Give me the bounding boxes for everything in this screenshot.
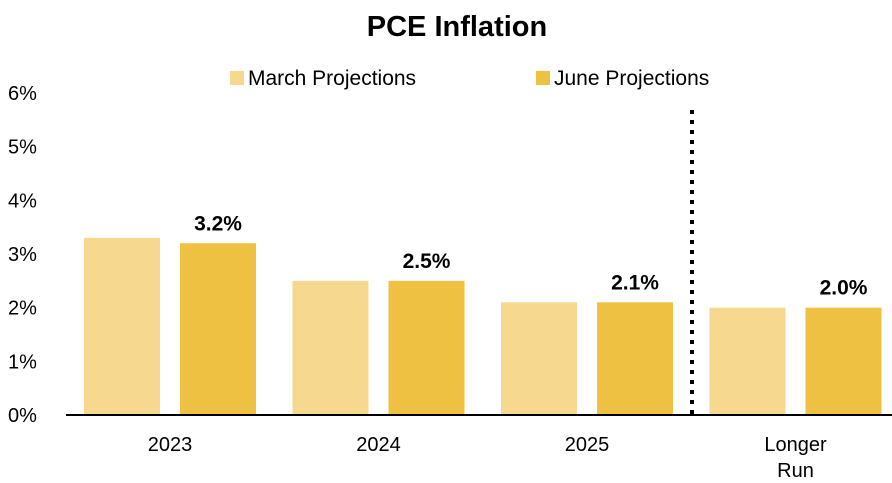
- y-axis: 0% 1% 2% 3% 4% 5% 6%: [8, 83, 37, 427]
- legend-swatch: [536, 71, 550, 85]
- legend: March Projections June Projections: [230, 67, 709, 90]
- bar: [84, 237, 160, 415]
- y-tick-label: 1%: [8, 351, 37, 373]
- bar: [292, 280, 369, 415]
- y-tick-label: 6%: [8, 83, 37, 105]
- y-tick-label: 5%: [8, 137, 37, 159]
- data-labels: 3.2% 2.5% 2.1% 2.0%: [194, 212, 868, 299]
- data-label: 2.5%: [403, 250, 451, 273]
- y-tick-label: 4%: [8, 190, 37, 212]
- bar: [388, 280, 465, 415]
- bar: [501, 302, 577, 415]
- data-label: 2.1%: [611, 271, 659, 294]
- bar: [597, 302, 673, 415]
- legend-label: June Projections: [554, 67, 709, 90]
- data-label: 2.0%: [820, 277, 868, 300]
- x-tick-label: 2025: [565, 434, 610, 456]
- x-tick-label: 2023: [148, 434, 193, 456]
- bars: [84, 237, 882, 415]
- data-label: 3.2%: [194, 212, 242, 235]
- bar: [805, 307, 882, 415]
- chart-title: PCE Inflation: [367, 11, 547, 43]
- x-tick-label: 2024: [356, 434, 401, 456]
- bar: [180, 243, 256, 415]
- legend-label: March Projections: [248, 67, 416, 90]
- y-tick-label: 2%: [8, 298, 37, 320]
- bar: [709, 307, 786, 415]
- x-tick-label: Longer: [764, 434, 827, 456]
- y-tick-label: 3%: [8, 244, 37, 266]
- legend-swatch: [230, 71, 244, 85]
- y-tick-label: 0%: [8, 405, 37, 427]
- x-tick-label: Run: [777, 460, 814, 482]
- x-axis-labels: 2023 2024 2025 Longer Run: [148, 434, 827, 482]
